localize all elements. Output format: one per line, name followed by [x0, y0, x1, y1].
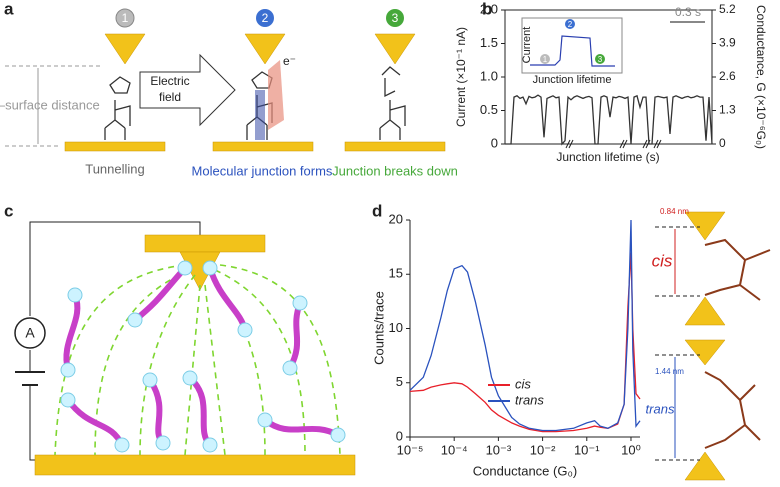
y-tick-label: 0 — [491, 135, 498, 150]
panel-b-static — [521, 17, 705, 149]
y-tick-label: 2.0 — [480, 1, 498, 16]
y-tick-label: 0 — [396, 428, 403, 443]
isomer-label: cis — [652, 251, 673, 270]
y-tick-label: 10 — [389, 320, 403, 335]
y-tick-label: 1.0 — [480, 68, 498, 83]
x-tick-label: 10⁻¹ — [574, 442, 600, 457]
x-axis-label: Junction lifetime (s) — [556, 150, 659, 164]
distance-label: Tip–surface distance — [0, 97, 100, 112]
caption: Junction breaks down — [332, 163, 458, 178]
x-tick-label: 10⁻⁴ — [441, 442, 468, 457]
x-axis-label: Conductance (G₀) — [473, 463, 577, 478]
y2-tick-label: 2.6 — [719, 69, 736, 83]
inset-y-label: Current — [521, 27, 533, 64]
panel-a: 1 2 3 e⁻ Electric field Tip–surface dist… — [0, 8, 458, 178]
panel-letter: a — [4, 0, 14, 18]
y2-tick-label: 1.3 — [719, 103, 736, 117]
arrow-label: field — [159, 90, 181, 104]
inset-x-label: Junction lifetime — [533, 74, 612, 86]
caption: Tunnelling — [85, 161, 145, 176]
x-tick-label: 10⁻⁵ — [397, 442, 424, 457]
panel-letter: c — [4, 201, 13, 220]
legend-label: trans — [515, 392, 544, 407]
panel-letter: d — [372, 201, 382, 220]
scale-bar-label: 0.3 s — [675, 5, 701, 19]
legend-label: cis — [515, 376, 531, 391]
y2-tick-label: 0 — [719, 136, 726, 150]
y-tick-label: 5 — [396, 374, 403, 389]
y-axis-label: Current (×10⁻¹ nA) — [454, 27, 468, 127]
length-label: 0.84 nm — [660, 207, 689, 216]
x-tick-label: 10⁰ — [621, 442, 641, 457]
x-tick-label: 10⁻³ — [486, 442, 512, 457]
electron-label: e⁻ — [283, 54, 296, 68]
y-tick-label: 20 — [389, 211, 403, 226]
y-tick-label: 15 — [389, 266, 403, 281]
x-tick-label: 10⁻² — [530, 442, 556, 457]
ammeter-label: A — [25, 325, 35, 341]
y-axis-label: Counts/trace — [371, 291, 386, 365]
molecules: 0.84 nm cis 1.44 nm trans — [646, 207, 771, 481]
inset-step: 1 — [543, 55, 548, 64]
y2-tick-label: 3.9 — [719, 36, 736, 50]
caption: Molecular junction forms — [192, 163, 333, 178]
inset-step: 2 — [568, 20, 573, 29]
y-tick-label: 1.5 — [480, 35, 498, 50]
panel-c: A — [14, 221, 356, 476]
step-badge: 3 — [392, 11, 399, 25]
y-tick-label: 0.5 — [480, 102, 498, 117]
inset-step: 3 — [598, 55, 603, 64]
step-badge: 1 — [122, 11, 129, 25]
y2-tick-label: 5.2 — [719, 2, 736, 16]
step-badge: 2 — [262, 11, 269, 25]
series-line — [409, 219, 641, 432]
y2-axis-label: Conductance, G (×10⁻⁶G₀) — [754, 5, 768, 149]
panel-letter: b — [482, 0, 492, 18]
length-label: 1.44 nm — [655, 367, 684, 376]
arrow-label: Electric — [150, 74, 189, 88]
isomer-label: trans — [646, 401, 675, 416]
series-line — [505, 94, 713, 146]
